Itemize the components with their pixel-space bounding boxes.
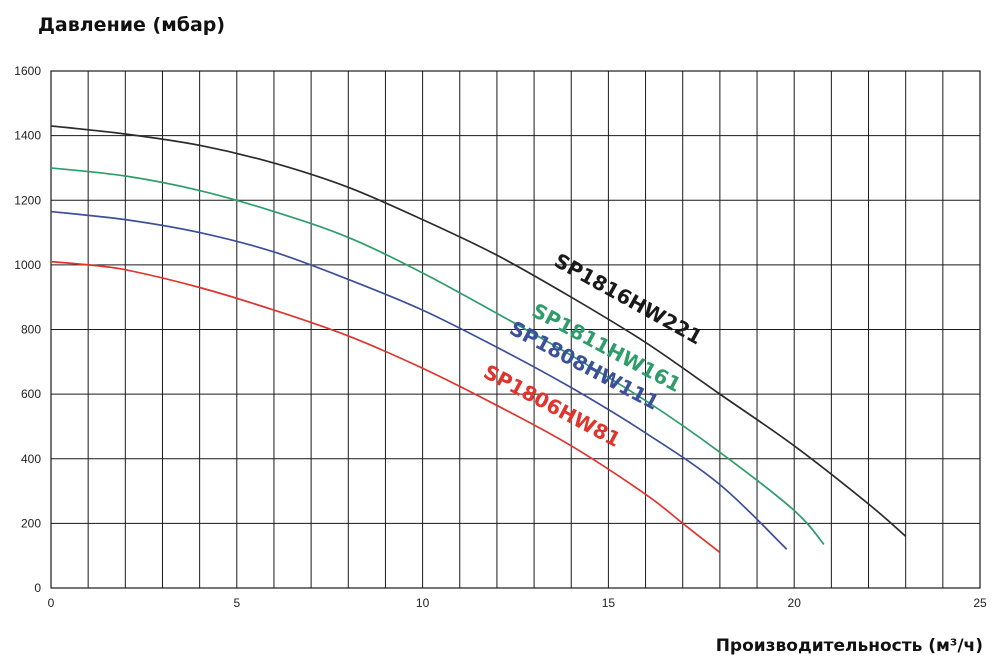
y-tick-label: 1000 — [14, 258, 41, 272]
y-tick-label: 800 — [21, 323, 41, 337]
series-line-sp1806hw81 — [50, 260, 721, 554]
y-tick-label: 400 — [21, 452, 41, 466]
y-tick-label: 200 — [21, 516, 41, 530]
series-line-sp1808hw111 — [50, 210, 788, 550]
x-tick-label: 5 — [233, 596, 240, 610]
y-tick-label: 1600 — [14, 64, 41, 78]
x-tick-label: 10 — [416, 596, 430, 610]
series-line-sp1816hw221 — [50, 125, 907, 537]
y-tick-label: 0 — [34, 581, 41, 595]
x-tick-label: 25 — [973, 596, 987, 610]
x-tick-label: 15 — [602, 596, 616, 610]
y-tick-label: 1200 — [14, 193, 41, 207]
y-tick-label: 1400 — [14, 129, 41, 143]
x-tick-label: 20 — [788, 596, 802, 610]
y-tick-label: 600 — [21, 387, 41, 401]
series-line-sp1811hw161 — [50, 167, 825, 545]
x-tick-label: 0 — [48, 596, 55, 610]
plot-frame — [50, 70, 981, 589]
x-axis-label: Производительность (м³/ч) — [715, 636, 983, 656]
y-axis-label: Давление (мбар) — [38, 14, 226, 36]
